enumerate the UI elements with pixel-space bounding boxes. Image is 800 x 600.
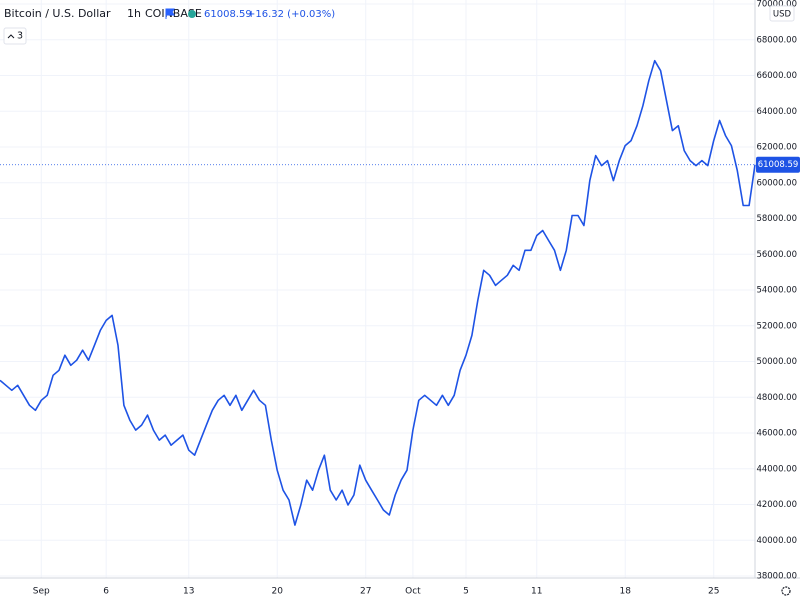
- indicators-toggle[interactable]: [3, 27, 27, 45]
- grid: [0, 0, 755, 578]
- last-price-tag-label: 61008.59: [758, 160, 799, 170]
- y-tick-label: 68000.00: [756, 35, 797, 45]
- x-tick-label: Sep: [33, 587, 50, 597]
- status-dot: [188, 10, 196, 18]
- x-tick-label: 13: [183, 587, 194, 597]
- x-tick-label: 5: [463, 587, 469, 597]
- flag-icon[interactable]: [165, 8, 175, 19]
- y-tick-label: 62000.00: [756, 143, 797, 153]
- y-tick-label: 46000.00: [756, 429, 797, 439]
- settings-icon[interactable]: [781, 586, 791, 596]
- interval: 1h: [127, 7, 141, 20]
- y-tick-label: 64000.00: [756, 107, 797, 117]
- axes: 38000.00 40000.00 42000.00 44000.00 46000.00…: [33, 0, 800, 597]
- y-tick-label: 50000.00: [756, 357, 797, 367]
- price-line: [0, 59, 756, 526]
- last-price-tag: [756, 156, 800, 173]
- y-tick-label: 44000.00: [756, 464, 797, 474]
- last-price: 61008.59: [204, 9, 252, 20]
- currency-button[interactable]: [769, 5, 795, 22]
- x-tick-label: 6: [103, 587, 109, 597]
- y-tick-label: 58000.00: [756, 214, 797, 224]
- x-tick-label: 27: [360, 587, 371, 597]
- currency: USD: [773, 10, 792, 20]
- x-tick-label: 18: [620, 587, 632, 597]
- y-tick-label: 70000.00: [756, 0, 797, 10]
- y-tick-label: 52000.00: [756, 321, 797, 331]
- x-tick-label: 20: [272, 587, 284, 597]
- plot: [0, 59, 756, 526]
- y-tick-label: 54000.00: [756, 286, 797, 296]
- indicators-count: 3: [17, 31, 23, 42]
- symbol: Bitcoin / U.S. Dollar: [4, 7, 111, 20]
- x-tick-label: Oct: [405, 587, 421, 597]
- y-tick-label: 38000.00: [756, 572, 797, 582]
- y-tick-label: 40000.00: [756, 536, 797, 546]
- y-tick-label: 56000.00: [756, 250, 797, 260]
- y-tick-label: 42000.00: [756, 500, 797, 510]
- chevron: [7, 34, 15, 39]
- price-change: +16.32 (+0.03%): [247, 9, 335, 20]
- x-tick-label: 11: [531, 587, 542, 597]
- y-tick-label: 48000.00: [756, 393, 797, 403]
- y-tick-label: 60000.00: [756, 178, 797, 188]
- x-tick-label: 25: [708, 587, 719, 597]
- y-tick-label: 66000.00: [756, 71, 797, 81]
